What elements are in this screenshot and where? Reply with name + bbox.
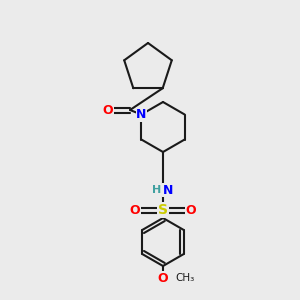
Text: H: H — [152, 185, 162, 195]
Text: O: O — [103, 103, 113, 116]
Text: CH₃: CH₃ — [175, 273, 194, 283]
Text: N: N — [163, 184, 173, 196]
Text: O: O — [130, 203, 140, 217]
Text: O: O — [186, 203, 196, 217]
Text: O: O — [158, 272, 168, 284]
Text: S: S — [158, 203, 168, 217]
Text: N: N — [136, 108, 146, 121]
